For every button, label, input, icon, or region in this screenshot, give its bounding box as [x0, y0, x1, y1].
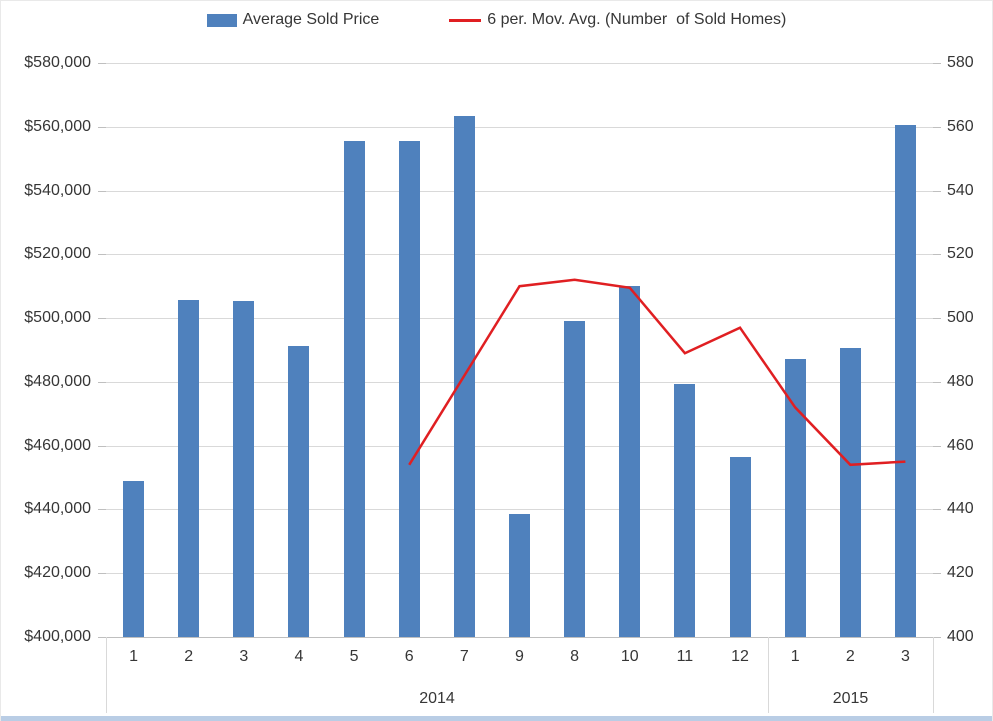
x-category-label: 3 — [900, 648, 910, 665]
bar — [564, 321, 585, 637]
y-tick-right — [933, 573, 941, 574]
y-tick-left — [98, 509, 106, 510]
bar — [840, 348, 861, 637]
x-category-label: 4 — [294, 648, 304, 665]
x-category-label: 8 — [570, 648, 580, 665]
bar — [344, 141, 365, 637]
y-tick-left — [98, 127, 106, 128]
y-axis-label-right: 460 — [947, 437, 974, 454]
x-category-label: 6 — [404, 648, 414, 665]
year-label: 2015 — [832, 690, 869, 707]
y-axis-label-right: 400 — [947, 628, 974, 645]
y-axis-label-left: $420,000 — [24, 564, 91, 581]
y-axis-label-left: $480,000 — [24, 373, 91, 390]
axis-group-separator — [106, 637, 107, 713]
y-axis-label-left: $460,000 — [24, 437, 91, 454]
y-axis-label-right: 480 — [947, 373, 974, 390]
bar — [178, 300, 199, 637]
axis-group-separator — [933, 637, 934, 713]
y-axis-label-left: $400,000 — [24, 628, 91, 645]
x-category-label: 9 — [515, 648, 524, 665]
bar-series-swatch-icon — [206, 13, 237, 27]
y-gridline — [106, 446, 933, 447]
y-tick-right — [933, 127, 941, 128]
bar — [233, 301, 254, 637]
legend-label-moving-average: 6 per. Mov. Avg. (Number of Sold Homes) — [487, 11, 787, 28]
bar — [509, 514, 530, 637]
y-axis-label-right: 520 — [947, 245, 974, 262]
y-axis-label-left: $540,000 — [24, 182, 91, 199]
x-category-label: 1 — [790, 648, 800, 665]
y-gridline — [106, 254, 933, 255]
x-category-label: 1 — [129, 648, 139, 665]
y-axis-label-left: $580,000 — [24, 54, 91, 71]
y-axis-label-left: $560,000 — [24, 118, 91, 135]
y-gridline — [106, 318, 933, 319]
bar — [619, 286, 640, 637]
y-tick-right — [933, 509, 941, 510]
y-gridline — [106, 509, 933, 510]
y-tick-right — [933, 254, 941, 255]
y-gridline — [106, 191, 933, 192]
y-tick-right — [933, 63, 941, 64]
legend-item-average-sold-price: Average Sold Price — [206, 11, 380, 29]
bar — [288, 346, 309, 637]
x-category-label: 7 — [459, 648, 469, 665]
year-label: 2014 — [419, 690, 455, 707]
bar — [123, 481, 144, 637]
legend-label-average-sold-price: Average Sold Price — [242, 11, 380, 28]
y-tick-right — [933, 446, 941, 447]
x-axis-line — [106, 637, 933, 638]
y-axis-label-right: 560 — [947, 118, 974, 135]
y-axis-label-right: 540 — [947, 182, 974, 199]
y-axis-label-left: $520,000 — [24, 245, 91, 262]
x-category-label: 2 — [184, 648, 194, 665]
bar — [785, 359, 806, 637]
x-category-label: 2 — [845, 648, 855, 665]
y-tick-left — [98, 191, 106, 192]
x-category-label: 12 — [731, 648, 749, 665]
y-tick-right — [933, 318, 941, 319]
y-tick-right — [933, 191, 941, 192]
y-tick-right — [933, 637, 941, 638]
bar — [399, 141, 420, 637]
y-tick-right — [933, 382, 941, 383]
legend-item-moving-average: 6 per. Mov. Avg. (Number of Sold Homes) — [449, 11, 786, 29]
y-tick-left — [98, 446, 106, 447]
y-axis-label-right: 580 — [947, 54, 974, 71]
chart-legend: Average Sold Price 6 per. Mov. Avg. (Num… — [1, 11, 992, 29]
y-axis-label-right: 440 — [947, 500, 974, 517]
y-axis-label-left: $440,000 — [24, 500, 91, 517]
y-axis-label-left: $500,000 — [24, 309, 91, 326]
moving-average-line — [408, 278, 906, 467]
window-bottom-edge — [1, 716, 992, 721]
y-tick-left — [98, 382, 106, 383]
line-series-swatch-icon — [449, 18, 482, 22]
y-tick-left — [98, 637, 106, 638]
y-gridline — [106, 127, 933, 128]
y-tick-left — [98, 318, 106, 319]
y-axis-label-right: 500 — [947, 309, 974, 326]
x-category-label: 10 — [620, 648, 639, 665]
y-tick-left — [98, 254, 106, 255]
y-tick-left — [98, 573, 106, 574]
axis-group-separator — [768, 637, 769, 713]
y-gridline — [106, 63, 933, 64]
bar — [730, 457, 751, 637]
bar — [895, 125, 916, 637]
bar — [674, 384, 695, 637]
y-gridline — [106, 382, 933, 383]
x-category-label: 3 — [239, 648, 249, 665]
x-category-label: 11 — [676, 648, 694, 665]
x-category-label: 5 — [349, 648, 359, 665]
y-tick-left — [98, 63, 106, 64]
y-axis-label-right: 420 — [947, 564, 974, 581]
